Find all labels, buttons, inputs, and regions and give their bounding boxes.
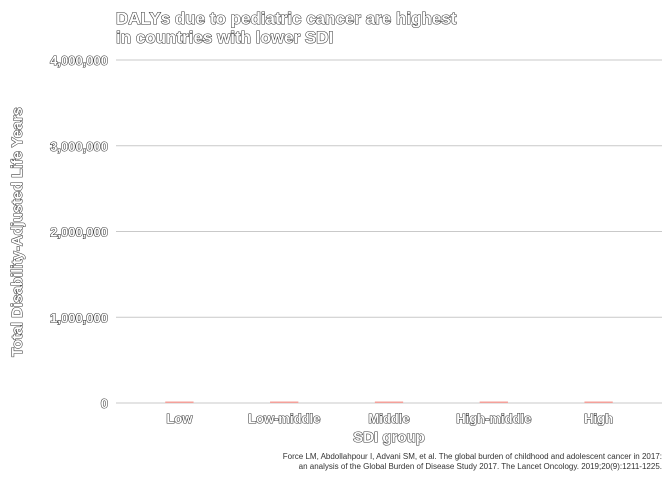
x-tick-label: High: [584, 411, 613, 426]
x-tick-label: Low: [166, 411, 193, 426]
bars: [165, 401, 613, 403]
gridlines: [116, 59, 662, 404]
x-tick-label: Low-middle: [248, 411, 320, 426]
x-axis-ticks: Low Low-middle Middle High-middle High: [166, 410, 614, 426]
bar-middle: [374, 401, 404, 403]
caption-line-1: Force LM, Abdollahpour I, Advani SM, et …: [283, 452, 662, 461]
y-tick-label: 3,000,000: [50, 139, 108, 154]
y-tick-label: 2,000,000: [50, 225, 108, 240]
bar-low-middle: [270, 401, 299, 403]
x-axis-title: SDI group: [353, 429, 425, 446]
y-tick-label: 0: [101, 396, 108, 411]
x-tick-label: Middle: [368, 411, 409, 426]
bar-high: [584, 401, 613, 403]
y-tick-label: 4,000,000: [50, 53, 108, 68]
chart-title-line-2: in countries with lower SDI: [116, 28, 333, 47]
x-tick-label: High-middle: [456, 411, 531, 426]
chart-title-line-1: DALYs due to pediatric cancer are highes…: [116, 9, 457, 28]
y-tick-label: 1,000,000: [50, 310, 108, 325]
caption-line-2: an analysis of the Global Burden of Dise…: [299, 462, 662, 471]
y-axis-title: Total Disability-Adjusted Life Years: [9, 107, 26, 357]
y-axis-ticks: 0 1,000,000 2,000,000 3,000,000 4,000,000: [50, 52, 109, 411]
bar-low: [165, 401, 194, 403]
bar-high-middle: [479, 401, 508, 403]
